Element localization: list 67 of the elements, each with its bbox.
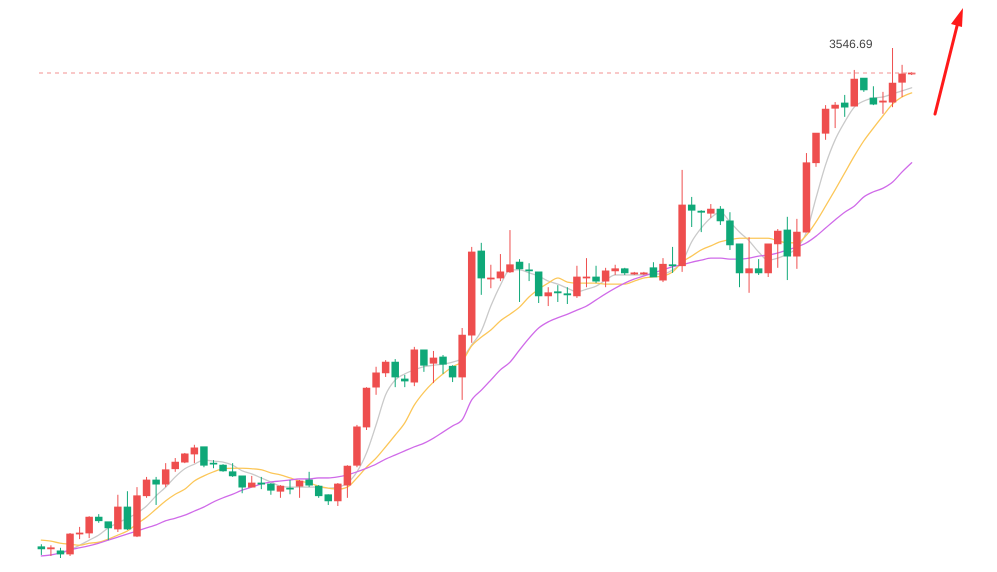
candlestick [152,476,160,506]
candlestick [534,271,542,304]
candlestick [258,476,266,490]
candlestick [238,475,246,494]
candlestick [305,471,313,488]
candlestick [726,212,734,250]
candlestick [190,444,198,464]
candlestick [840,94,848,118]
candlestick [822,104,830,140]
candlestick [181,452,189,464]
candlestick [793,218,801,270]
candlestick [286,479,294,495]
candlestick [420,349,428,372]
candlestick [688,196,696,228]
candlestick [142,476,150,498]
candlestick [506,230,514,274]
candlestick [745,236,753,294]
candlestick [707,204,715,218]
candlestick [774,228,782,268]
candlestick [38,544,46,556]
candlestick [228,462,236,478]
candlestick [544,286,552,307]
candlestick [898,64,906,98]
candlestick [525,262,533,282]
candlestick [162,462,170,488]
candlestick [372,366,380,396]
candlestick [56,547,64,558]
candlestick [248,475,256,488]
candlestick [104,521,112,541]
candlestick [267,482,275,496]
candlestick [114,494,122,532]
candlestick [592,265,600,284]
candlestick [200,446,208,468]
candlestick [439,354,447,374]
candlestick [314,484,322,498]
candlestick [582,258,590,288]
candlestick [831,102,839,129]
candlestick [573,265,581,298]
candlestick [276,484,284,498]
candlestick [66,532,74,556]
candlestick [659,258,667,283]
candlestick [487,264,495,289]
candlestick [754,258,762,276]
candlestick [334,482,342,506]
candlestick [716,206,724,226]
candlestick [430,350,438,384]
candlestick [448,364,456,383]
candlestick [391,358,399,388]
candlestick [611,264,619,276]
candlestick [124,490,132,530]
candlestick [324,494,332,506]
candlestick [85,516,93,539]
candlestick [496,254,504,282]
candlestick [344,464,352,498]
candlestick [516,258,524,302]
candlestick [602,267,610,288]
candlestick [860,78,868,92]
candlestick [888,48,896,108]
candlestick [650,262,658,278]
candlestick [870,86,878,106]
candlestick [879,91,887,114]
candlestick [76,526,84,540]
candlestick [401,374,409,388]
annotation: 3546.69 [829,37,873,51]
candlestick [382,360,390,378]
candlestick [171,458,179,472]
candlestick [296,479,304,498]
